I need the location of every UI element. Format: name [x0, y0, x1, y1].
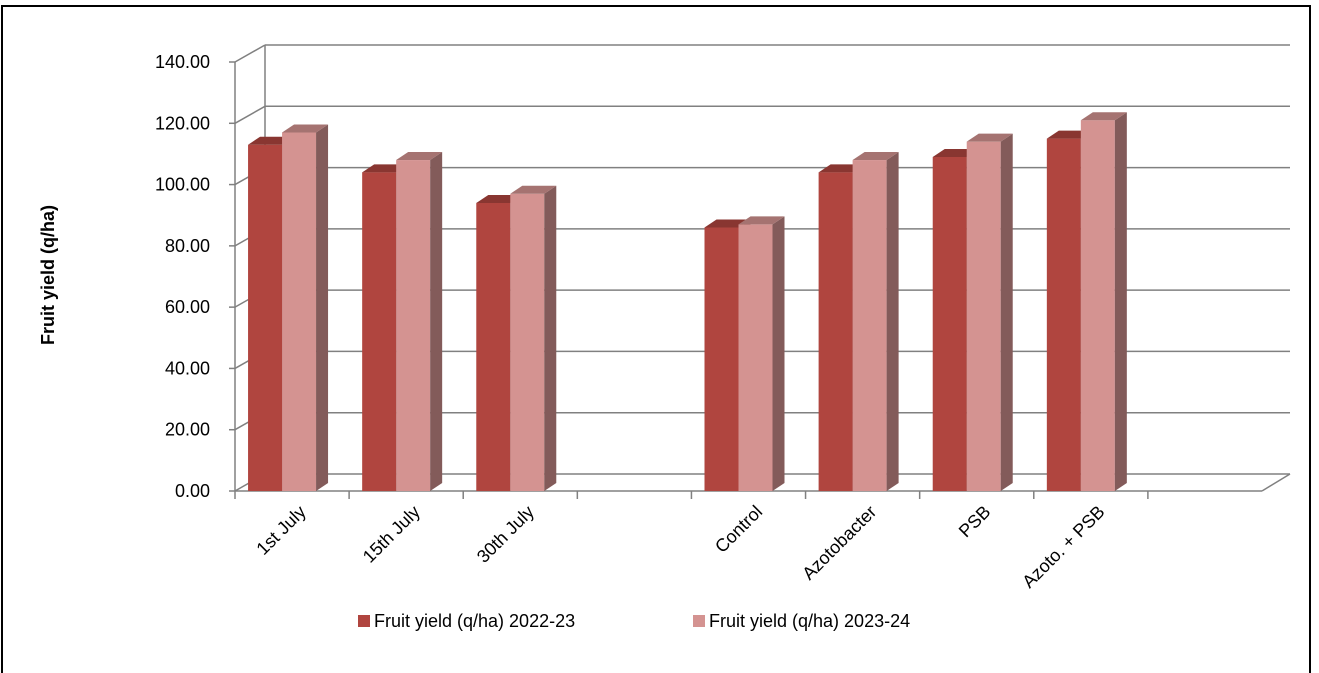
y-axis-ticks: 0.00 20.00 40.00 60.00 80.00 100.00 120.00 140.… [155, 52, 235, 501]
bar-top [282, 124, 329, 133]
x-tick-label: PSB [955, 502, 995, 542]
legend-label: Fruit yield (q/ha) 2023-24 [709, 611, 910, 631]
bar-front [1046, 138, 1081, 491]
bar-front [282, 132, 317, 491]
y-tick-label: 0.00 [175, 481, 210, 501]
bar-top [1080, 112, 1127, 121]
bar-top [966, 133, 1013, 142]
x-tick-label: Azoto. + PSB [1018, 502, 1108, 592]
chart-frame [1, 5, 1311, 673]
y-tick-label: 40.00 [165, 358, 210, 378]
bar-front [248, 144, 283, 491]
y-tick-label: 20.00 [165, 420, 210, 440]
bar-side [886, 152, 899, 492]
wall-gridline [234, 105, 266, 124]
legend-swatch [358, 615, 370, 627]
x-tick-label: 30th July [473, 502, 538, 567]
x-tick-label: Control [711, 502, 766, 557]
x-tick-label: Azotobacter [798, 502, 880, 584]
x-tick-label: 15th July [359, 502, 424, 567]
y-tick-label: 140.00 [155, 52, 210, 72]
bar-side [544, 185, 557, 491]
bar-front [932, 156, 967, 491]
bar-front [966, 141, 1001, 491]
x-tick-label: 1st July [252, 502, 309, 559]
y-tick-label: 60.00 [165, 297, 210, 317]
bar-front [818, 172, 853, 492]
bar-side [316, 124, 329, 491]
bar-front [510, 193, 545, 491]
legend: Fruit yield (q/ha) 2022-23 Fruit yield (q… [358, 611, 910, 631]
bar-side [1000, 133, 1013, 491]
bar-top [852, 152, 899, 161]
bar-front [362, 172, 397, 492]
bar-top [738, 216, 785, 225]
y-tick-label: 80.00 [165, 236, 210, 256]
bar-front [852, 160, 887, 492]
floor-edge [1261, 473, 1291, 492]
bar [966, 133, 1013, 491]
bar-front [396, 160, 431, 492]
bar [396, 152, 443, 492]
y-tick-label: 100.00 [155, 175, 210, 195]
bar-front [738, 224, 773, 491]
bar-top [396, 152, 443, 161]
bar-front [476, 202, 511, 491]
legend-swatch [693, 615, 705, 627]
bar-front [704, 227, 739, 491]
bar [1080, 112, 1127, 491]
bar-side [430, 152, 443, 492]
bar [282, 124, 329, 491]
bar-front [1080, 120, 1115, 491]
bar-side [1114, 112, 1127, 491]
x-axis-ticks: 1st July 15th July 30th July Control Azotoba… [234, 491, 1149, 592]
bar-top [510, 185, 557, 194]
y-tick-label: 120.00 [155, 113, 210, 133]
legend-label: Fruit yield (q/ha) 2022-23 [374, 611, 575, 631]
bar [852, 152, 899, 492]
bars [248, 112, 1127, 492]
y-axis-label: Fruit yield (q/ha) [38, 205, 58, 345]
wall-gridline [234, 44, 266, 63]
bar [510, 185, 557, 491]
bar-side [772, 216, 785, 491]
bar [738, 216, 785, 491]
